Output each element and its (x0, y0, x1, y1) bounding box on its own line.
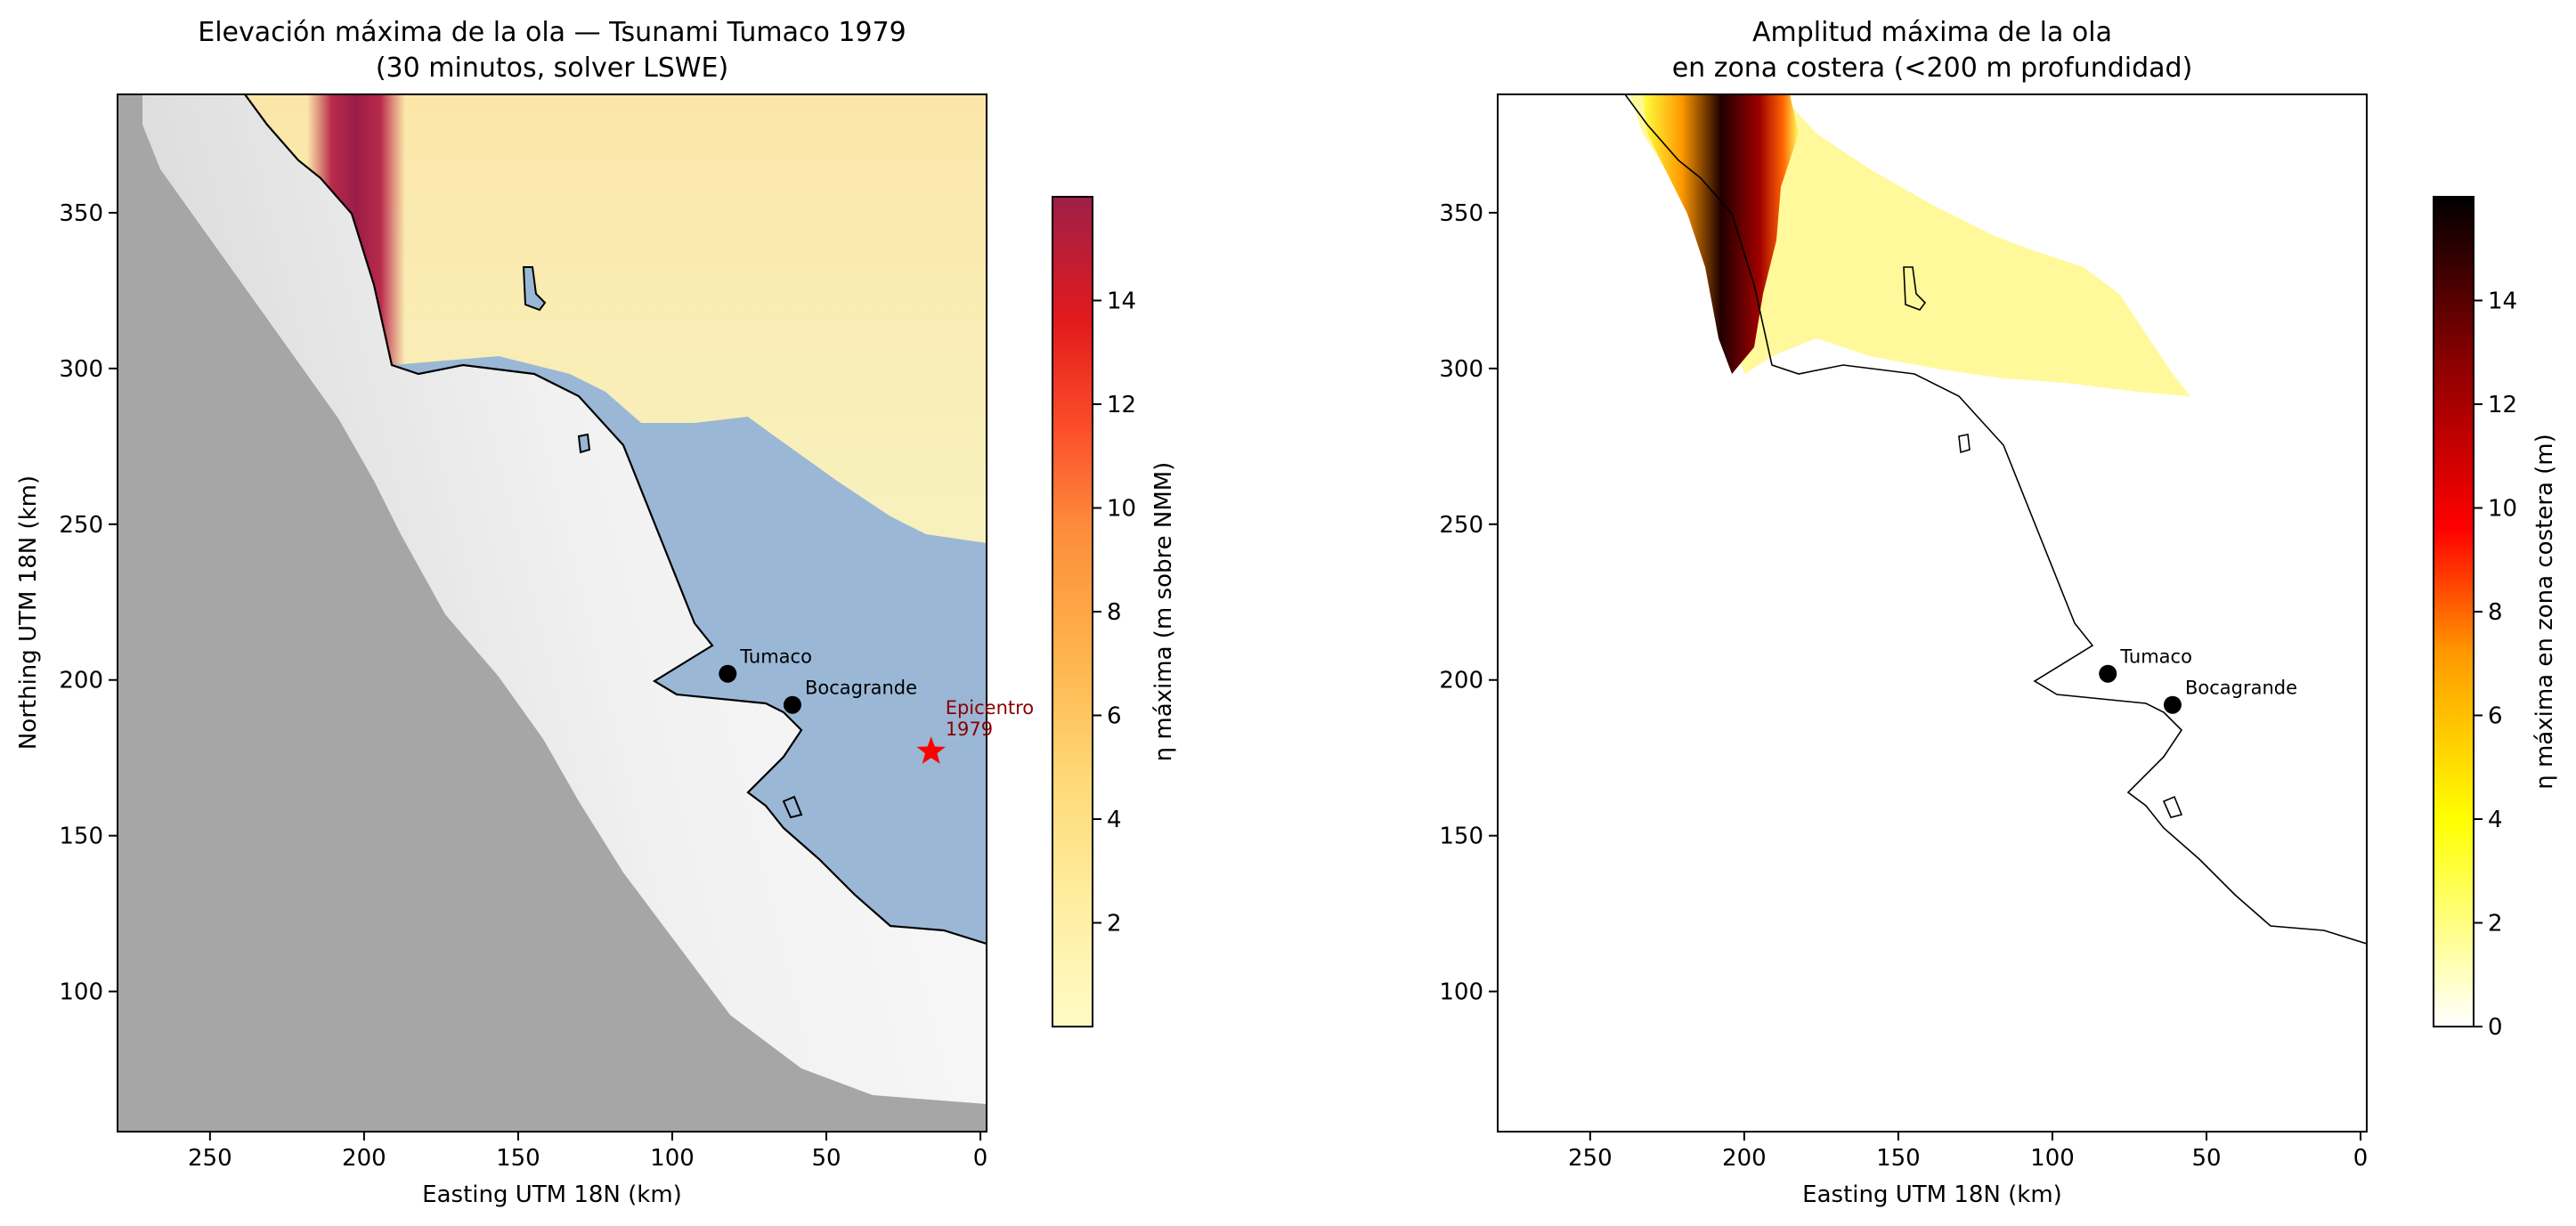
colorbar-tick-label: 12 (1107, 392, 1136, 418)
epicenter-label-line1: Epicentro (946, 697, 1034, 719)
x-tick-label: 50 (2191, 1145, 2221, 1172)
left-axis-ticks: 250 200 150 100 50 0 350 300 250 200 150 100 (59, 200, 987, 1172)
x-tick-label: 100 (650, 1145, 695, 1172)
y-tick-label: 200 (59, 668, 103, 694)
right-axes-frame (1497, 93, 2368, 1133)
x-tick-label: 150 (1876, 1145, 1921, 1172)
right-island (1903, 266, 1927, 311)
epicenter-marker: Epicentro 1979 (916, 697, 1034, 764)
colorbar-tick-label: 14 (2488, 288, 2517, 315)
right-colorbar: 0 2 4 6 8 10 12 14 η máxima en zona costera (m) (2433, 196, 2558, 1041)
place-label: Tumaco (2119, 646, 2192, 668)
left-highlands (142, 94, 987, 1104)
left-colorbar-label: η máxima (m sobre NMM) (1150, 462, 1177, 762)
x-tick-label: 200 (342, 1145, 386, 1172)
place-label: Tumaco (739, 646, 812, 668)
right-xlabel: Easting UTM 18N (km) (1802, 1181, 2062, 1208)
colorbar-tick-label: 4 (1107, 807, 1122, 833)
left-place-markers: Tumaco Bocagrande (719, 646, 917, 714)
right-island (2162, 795, 2183, 818)
y-tick-label: 100 (1439, 979, 1483, 1006)
x-tick-label: 150 (496, 1145, 540, 1172)
y-tick-label: 250 (59, 512, 103, 539)
y-tick-label: 150 (1439, 824, 1483, 850)
left-coastline (244, 94, 987, 946)
place-label: Bocagrande (2185, 678, 2297, 699)
left-title-line2: (30 minutos, solver LSWE) (376, 53, 728, 84)
right-colorbar-label: η máxima en zona costera (m) (2531, 434, 2558, 790)
x-tick-label: 250 (188, 1145, 232, 1172)
right-axis-ticks: 250 200 150 100 50 0 350 300 250 200 150 100 (1439, 200, 2368, 1172)
x-tick-label: 100 (2030, 1145, 2075, 1172)
left-title-line1: Elevación máxima de la ola — Tsunami Tum… (198, 17, 906, 48)
place-dot-icon (2099, 664, 2117, 683)
x-tick-label: 50 (811, 1145, 841, 1172)
right-place-markers: Tumaco Bocagrande (2099, 646, 2297, 714)
y-tick-label: 300 (1439, 356, 1483, 383)
epicenter-label-line2: 1979 (946, 719, 993, 740)
colorbar-tick-label: 0 (2488, 1014, 2503, 1041)
left-colorbar: 2 4 6 8 10 12 14 η máxima (m sobre NMM) (1052, 196, 1177, 1027)
x-tick-label: 0 (973, 1145, 988, 1172)
colorbar-tick-label: 2 (1107, 911, 1122, 938)
y-tick-label: 200 (1439, 668, 1483, 694)
left-shelf-water (392, 356, 987, 944)
left-xlabel: Easting UTM 18N (km) (422, 1181, 682, 1208)
colorbar-tick-label: 10 (2488, 496, 2517, 523)
right-colorbar-gradient (2433, 196, 2474, 1027)
place-label: Bocagrande (805, 678, 917, 699)
colorbar-tick-label: 8 (2488, 599, 2503, 626)
colorbar-tick-label: 6 (1107, 703, 1122, 730)
place-dot-icon (2163, 695, 2182, 714)
colorbar-tick-label: 2 (2488, 911, 2503, 938)
y-tick-label: 350 (1439, 200, 1483, 227)
right-colorbar-ticks: 0 2 4 6 8 10 12 14 (2474, 288, 2517, 1041)
right-coastline (1624, 94, 2367, 945)
left-colorbar-gradient (1052, 196, 1093, 1027)
y-tick-label: 250 (1439, 512, 1483, 539)
place-dot-icon (719, 664, 737, 683)
left-island (782, 795, 803, 819)
colorbar-tick-label: 8 (1107, 599, 1122, 626)
left-island (522, 266, 547, 312)
place-dot-icon (783, 695, 801, 714)
left-axes-frame (117, 93, 987, 1133)
colorbar-tick-label: 14 (1107, 288, 1136, 315)
x-tick-label: 200 (1722, 1145, 1767, 1172)
y-tick-label: 350 (59, 200, 103, 227)
left-island (577, 433, 591, 454)
left-map: 250 200 150 100 50 0 350 300 250 200 150 100 Tumaco… (15, 17, 1177, 1208)
colorbar-tick-label: 10 (1107, 496, 1136, 523)
right-title-line1: Amplitud máxima de la ola (1752, 17, 2112, 48)
y-tick-label: 100 (59, 979, 103, 1006)
colorbar-tick-label: 12 (2488, 392, 2517, 418)
left-ylabel: Northing UTM 18N (km) (15, 475, 42, 750)
right-island (1958, 434, 1971, 454)
left-colorbar-ticks: 2 4 6 8 10 12 14 (1093, 288, 1136, 938)
colorbar-tick-label: 6 (2488, 703, 2503, 730)
x-tick-label: 0 (2353, 1145, 2369, 1172)
right-coastal-amplitude-core (1643, 94, 1799, 374)
x-tick-label: 250 (1568, 1145, 1613, 1172)
epicenter-star-icon (916, 736, 946, 764)
y-tick-label: 150 (59, 824, 103, 850)
right-title-line2: en zona costera (<200 m profundidad) (1672, 53, 2193, 84)
y-tick-label: 300 (59, 356, 103, 383)
colorbar-tick-label: 4 (2488, 807, 2503, 833)
